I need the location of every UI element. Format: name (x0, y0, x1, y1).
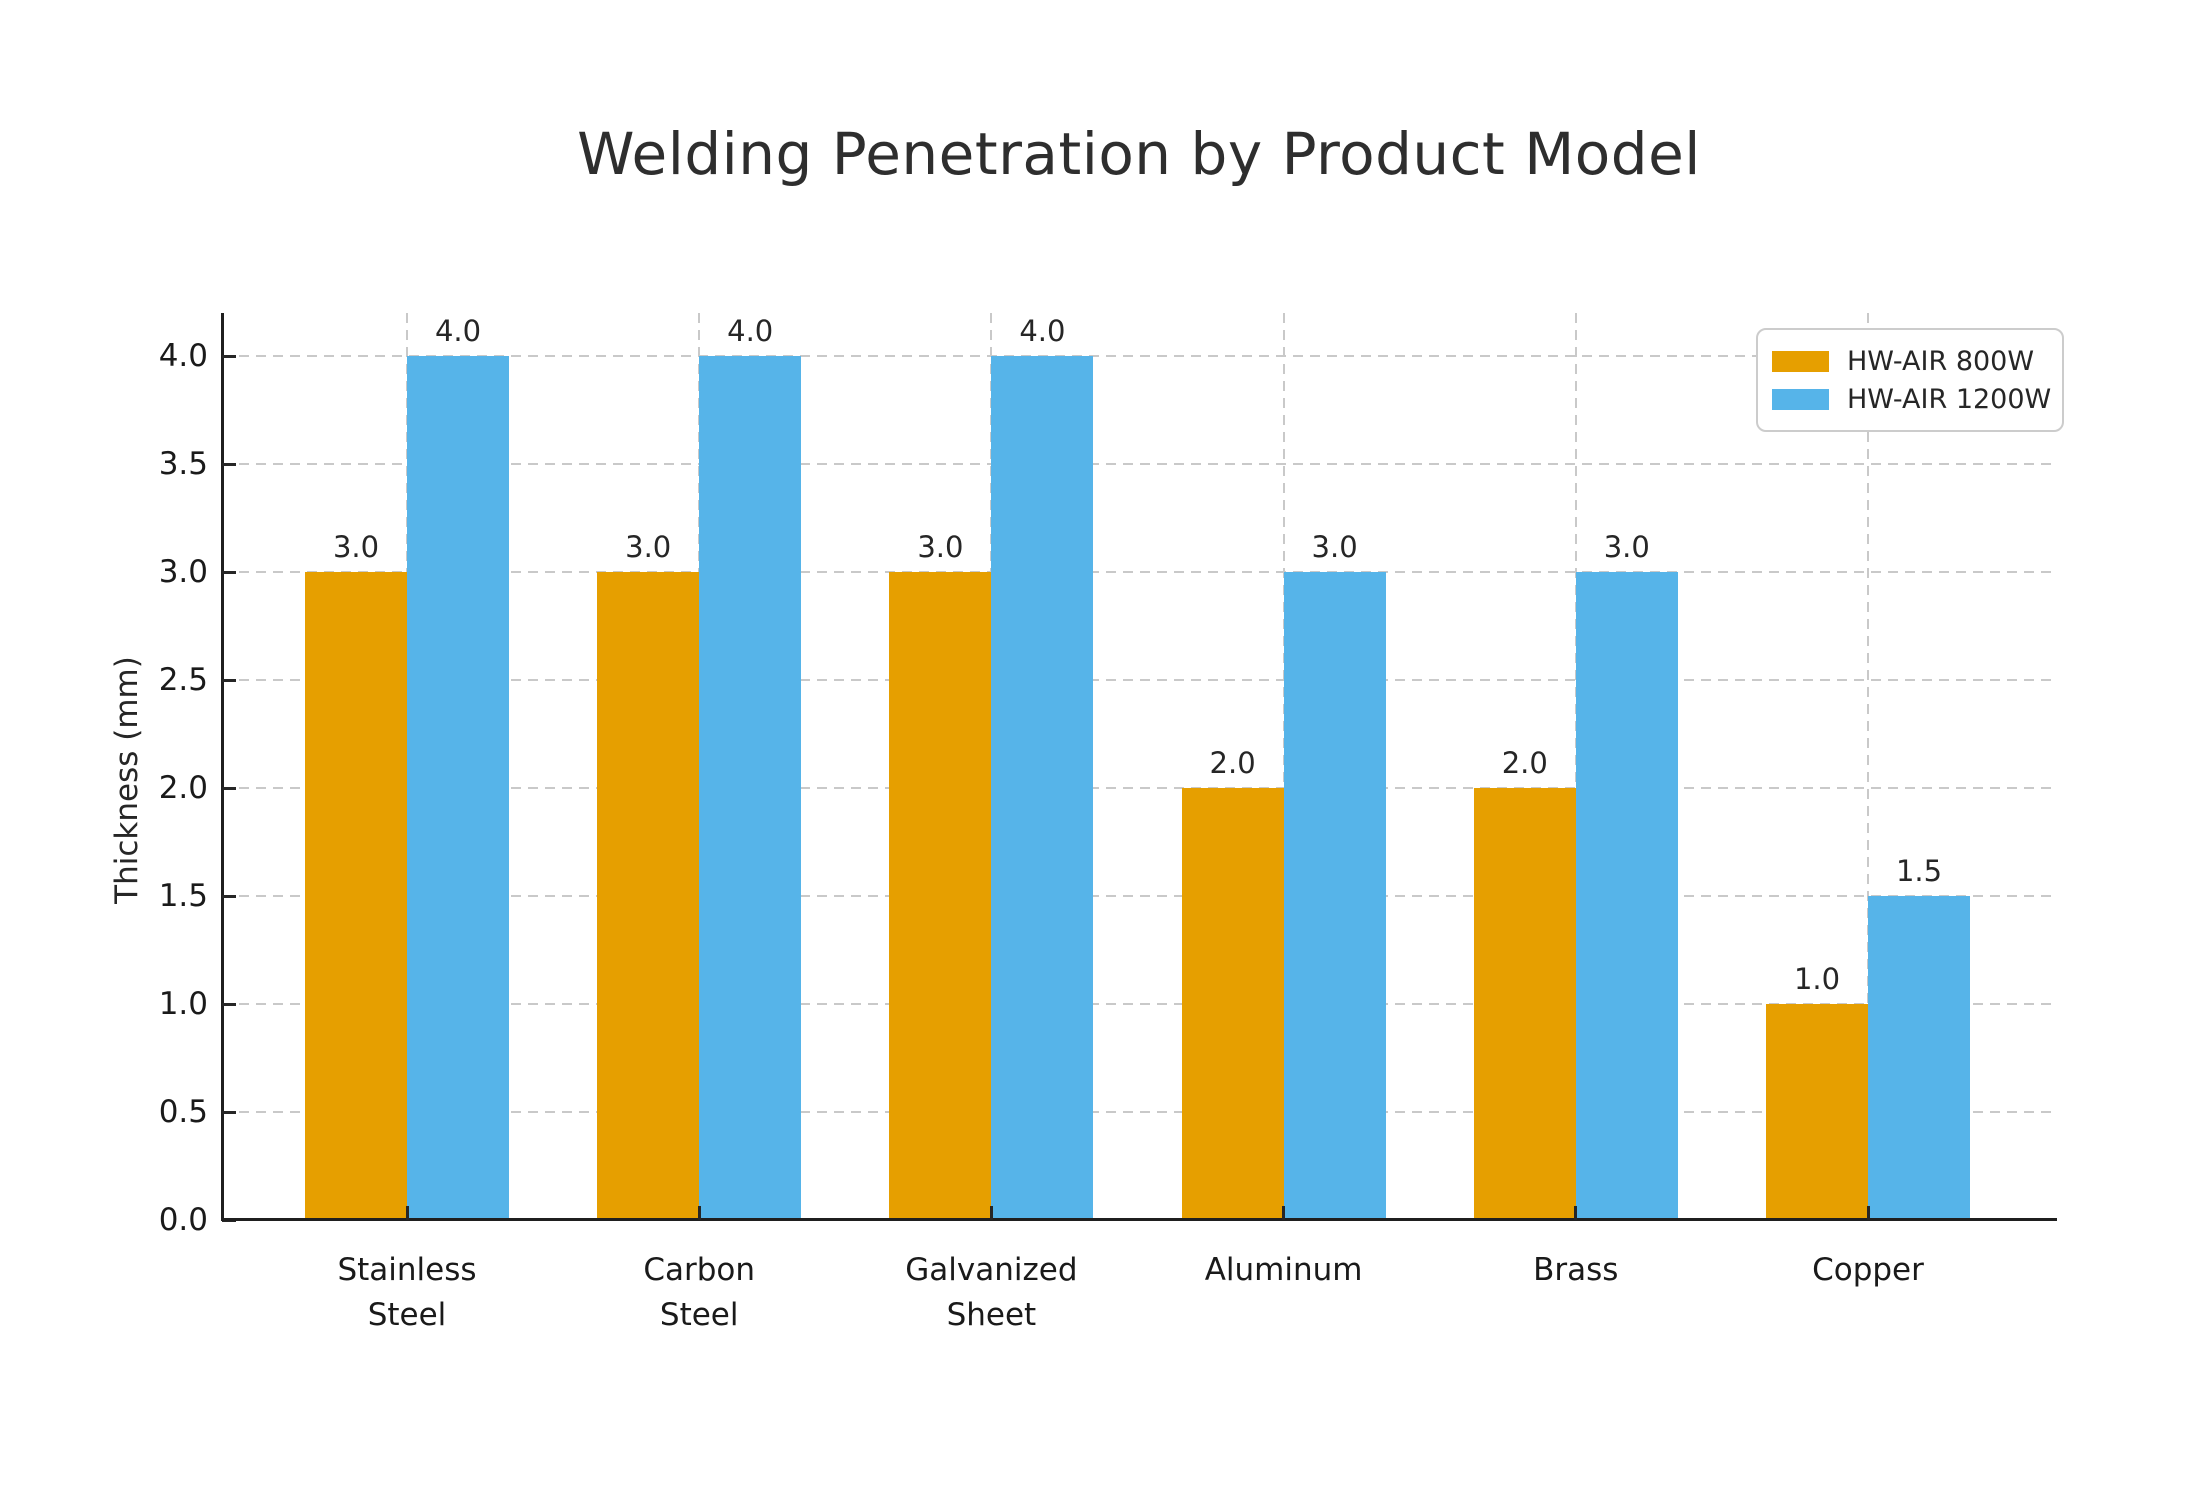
bar-hw-air-1200w (1283, 572, 1386, 1220)
y-tick-label: 2.5 (158, 662, 208, 698)
bar-hw-air-800w (597, 572, 700, 1220)
y-tick-mark (222, 1002, 236, 1006)
legend-item: HW-AIR 1200W (1772, 380, 2051, 418)
x-tick-mark (989, 1206, 993, 1220)
y-tick-label: 2.0 (158, 770, 208, 806)
x-tick-mark (1574, 1206, 1578, 1220)
gridline-horizontal (222, 463, 2056, 465)
chart-title: Welding Penetration by Product Model (577, 120, 1701, 188)
bar-hw-air-1200w (991, 356, 1094, 1220)
bar-hw-air-1200w (407, 356, 509, 1220)
x-axis-spine (221, 1218, 2057, 1221)
y-tick-mark (222, 462, 236, 466)
gridline-vertical (1867, 313, 1869, 1220)
bar-hw-air-1200w (1575, 572, 1678, 1220)
bar-value-label: 4.0 (434, 314, 482, 348)
gridline-horizontal (222, 1111, 2056, 1113)
x-tick-label: Stainless Steel (337, 1252, 477, 1333)
x-tick-label: Copper (1812, 1252, 1924, 1288)
bar-value-label: 3.0 (1311, 530, 1358, 564)
y-tick-mark (222, 894, 236, 898)
legend-swatch-icon (1772, 350, 1829, 372)
bar-hw-air-1200w (1868, 896, 1970, 1220)
gridline-horizontal (222, 1003, 2056, 1005)
bar-value-label: 3.0 (917, 530, 964, 564)
x-tick-label: Aluminum (1204, 1252, 1363, 1288)
legend-item: HW-AIR 800W (1772, 342, 2046, 380)
bar-value-label: 4.0 (1019, 314, 1066, 348)
legend: HW-AIR 800W HW-AIR 1200W (1756, 328, 2064, 432)
bar-value-label: 1.0 (1793, 962, 1841, 996)
gridline-horizontal (222, 355, 2056, 357)
bar-value-label: 3.0 (1603, 530, 1650, 564)
legend-label: HW-AIR 1200W (1847, 383, 2052, 415)
bar-value-label: 2.0 (1209, 746, 1256, 780)
y-tick-mark (222, 786, 236, 790)
gridline-horizontal (222, 571, 2056, 573)
gridline-horizontal (222, 787, 2056, 789)
y-tick-mark (222, 678, 236, 682)
y-tick-label: 1.0 (158, 986, 208, 1022)
x-tick-mark (697, 1206, 701, 1220)
x-tick-mark (1282, 1206, 1286, 1220)
y-tick-mark (222, 570, 236, 574)
y-tick-label: 4.0 (158, 338, 208, 374)
bar-value-label: 1.5 (1895, 854, 1943, 888)
y-axis-spine (221, 313, 224, 1220)
bar-hw-air-800w (305, 572, 407, 1220)
x-tick-mark (1866, 1206, 1870, 1220)
y-tick-label: 0.0 (158, 1202, 208, 1238)
gridline-horizontal (222, 679, 2056, 681)
y-tick-mark (222, 1110, 236, 1114)
bar-value-label: 3.0 (332, 530, 380, 564)
x-tick-mark (405, 1206, 409, 1220)
x-tick-label: Carbon Steel (643, 1252, 756, 1333)
bar-hw-air-800w (1181, 788, 1284, 1220)
legend-label: HW-AIR 800W (1847, 345, 2035, 377)
y-tick-label: 0.5 (158, 1094, 208, 1130)
bar-hw-air-800w (1473, 788, 1576, 1220)
bar-value-label: 2.0 (1501, 746, 1548, 780)
bar-hw-air-800w (889, 572, 992, 1220)
x-tick-label: Galvanized Sheet (905, 1252, 1078, 1333)
x-tick-label: Brass (1533, 1252, 1619, 1288)
y-tick-label: 3.0 (158, 554, 208, 590)
y-tick-mark (222, 354, 236, 358)
legend-swatch-icon (1772, 388, 1829, 410)
y-tick-label: 3.5 (158, 446, 208, 482)
y-tick-label: 1.5 (158, 878, 208, 914)
bar-value-label: 3.0 (625, 530, 672, 564)
bar-hw-air-1200w (699, 356, 802, 1220)
bar-value-label: 4.0 (727, 314, 774, 348)
plot-area: HW-AIR 800W HW-AIR 1200W 0.0 0.5 1.0 1.5 2.0 2… (159, 313, 2064, 1333)
gridline-horizontal (222, 895, 2056, 897)
bar-hw-air-800w (1766, 1004, 1868, 1220)
